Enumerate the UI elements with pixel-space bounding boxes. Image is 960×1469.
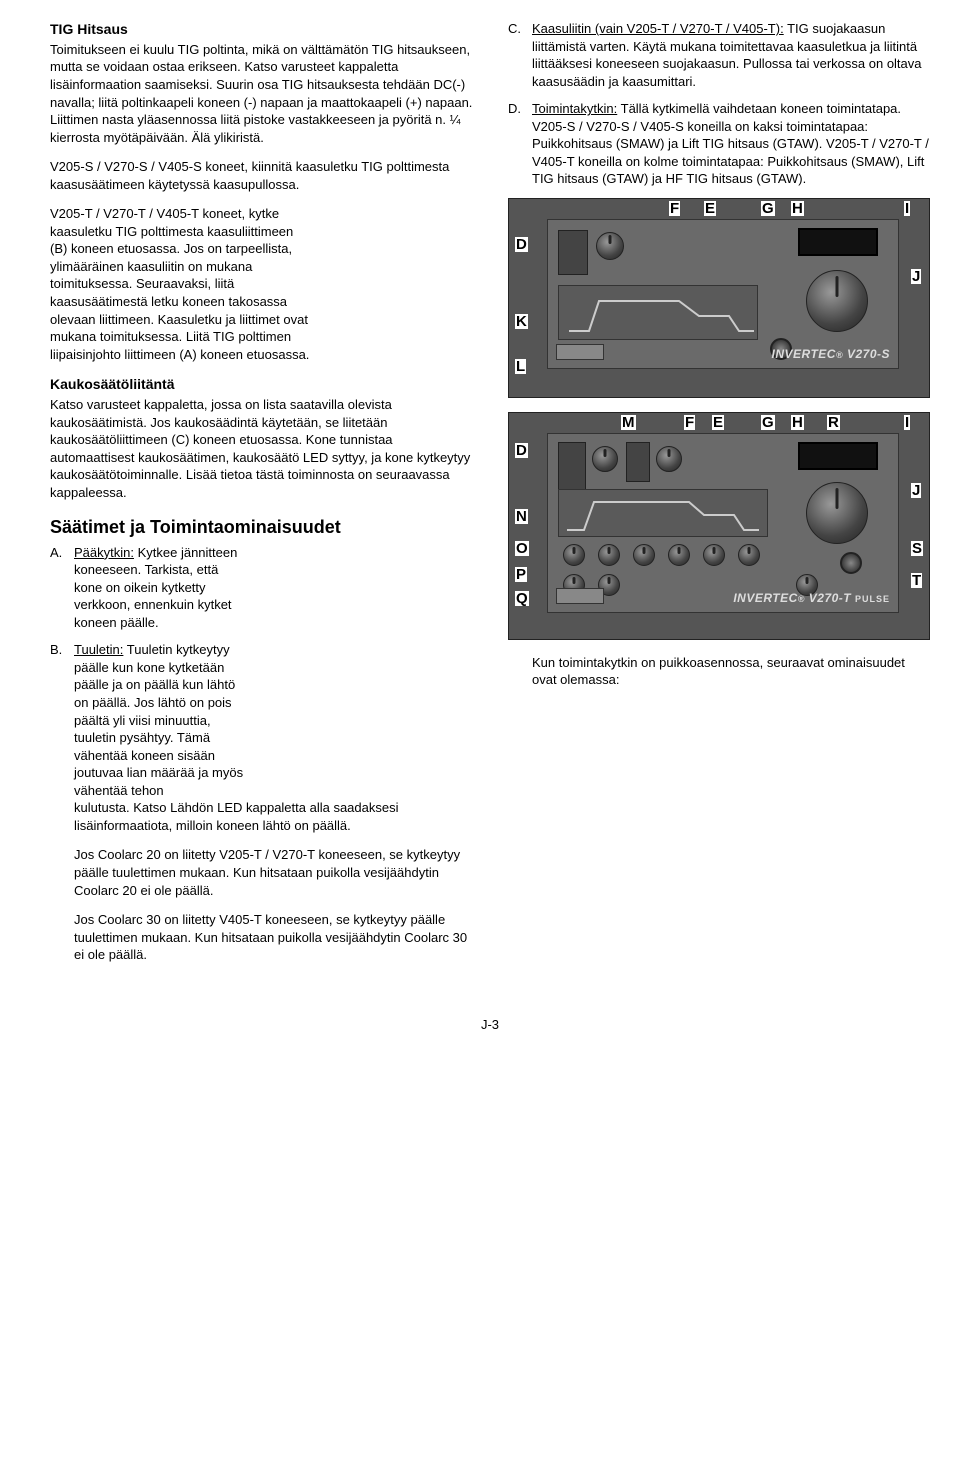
item-title: Toimintakytkin: <box>532 101 617 116</box>
small-knob <box>633 544 655 566</box>
small-knob <box>563 544 585 566</box>
paragraph: V205-S / V270-S / V405-S koneet, kiinnit… <box>50 158 480 193</box>
paragraph: Kun toimintakytkin on puikkoasennossa, s… <box>532 654 930 689</box>
heading-remote: Kaukosäätöliitäntä <box>50 375 480 394</box>
panel-letter: T <box>911 573 922 588</box>
mode-knob <box>592 446 618 472</box>
list-item: A. Pääkytkin: Kytkee jännitteen koneesee… <box>50 544 480 632</box>
panel-letter: S <box>911 541 923 556</box>
item-title: Pääkytkin: <box>74 545 134 560</box>
panel-letter: F <box>684 415 695 430</box>
paragraph: Toimitukseen ei kuulu TIG poltinta, mikä… <box>50 41 480 146</box>
lincoln-logo <box>556 344 604 360</box>
panel-letter: D <box>515 237 528 252</box>
panel-letter: J <box>911 269 921 284</box>
mode-knob <box>596 232 624 260</box>
panel-letter: N <box>515 509 528 524</box>
item-title: Tuuletin: <box>74 642 123 657</box>
panel-letter: K <box>515 314 528 329</box>
item-text-part2: kulutusta. Katso Lähdön LED kappaletta a… <box>74 800 399 833</box>
graph-svg <box>559 286 759 341</box>
output-connector <box>840 552 862 574</box>
panel-letter: E <box>704 201 716 216</box>
digital-display <box>798 228 878 256</box>
list-body: Pääkytkin: Kytkee jännitteen koneeseen. … <box>74 544 244 632</box>
paragraph: Jos Coolarc 30 on liitetty V405-T konees… <box>74 911 480 964</box>
list-marker: D. <box>508 100 532 188</box>
right-column: C. Kaasuliitin (vain V205-T / V270-T / V… <box>508 20 930 986</box>
trigger-icons <box>626 442 650 482</box>
panel-letter: R <box>827 415 840 430</box>
small-knob <box>668 544 690 566</box>
paragraph: Jos Coolarc 20 on liitetty V205-T / V270… <box>74 846 480 899</box>
graph-svg <box>559 490 769 538</box>
pulse-label: PULSE <box>855 594 890 604</box>
panel-letter: G <box>761 415 775 430</box>
small-knob <box>598 544 620 566</box>
heading-tig: TIG Hitsaus <box>50 20 480 39</box>
panel-letter: H <box>791 415 804 430</box>
list-body: Kaasuliitin (vain V205-T / V270-T / V405… <box>532 20 930 90</box>
brand-text: INVERTEC® V270-S <box>772 346 890 362</box>
digital-display <box>798 442 878 470</box>
panel-v270s: F E G H I D K L J <box>508 198 930 398</box>
panel-letter: I <box>904 415 910 430</box>
item-text-part1: Tuuletin kytkeytyy päälle kun kone kytke… <box>74 642 243 797</box>
list-marker: A. <box>50 544 74 632</box>
page-footer: J-3 <box>50 1016 930 1034</box>
panel-letter: J <box>911 483 921 498</box>
small-knob <box>703 544 725 566</box>
heading-controls: Säätimet ja Toimintaominaisuudet <box>50 515 480 539</box>
list-marker: B. <box>50 641 74 975</box>
model-name: V270-T <box>809 591 851 605</box>
weld-graph <box>558 285 758 340</box>
main-knob <box>806 482 868 544</box>
panel-v270t: M F E G H R I D N O P Q J S T <box>508 412 930 640</box>
mode-icons <box>558 230 588 275</box>
list-item: B. Tuuletin: Tuuletin kytkeytyy päälle k… <box>50 641 480 975</box>
panel-letter: L <box>515 359 526 374</box>
model-name: V270-S <box>847 347 890 361</box>
panel-letter: F <box>669 201 680 216</box>
panel-inner: INVERTEC® V270-S <box>547 219 899 369</box>
panel-letter: G <box>761 201 775 216</box>
panel-letter: P <box>515 567 527 582</box>
main-knob <box>806 270 868 332</box>
list-body: Tuuletin: Tuuletin kytkeytyy päälle kun … <box>74 641 480 975</box>
small-knob <box>738 544 760 566</box>
list-item: D. Toimintakytkin: Tällä kytkimellä vaih… <box>508 100 930 188</box>
panel-letter: H <box>791 201 804 216</box>
lincoln-logo <box>556 588 604 604</box>
panel-letter: M <box>621 415 636 430</box>
panel-letter: D <box>515 443 528 458</box>
paragraph: V205-T / V270-T / V405-T koneet, kytke k… <box>50 205 310 363</box>
left-column: TIG Hitsaus Toimitukseen ei kuulu TIG po… <box>50 20 480 986</box>
item-title: Kaasuliitin (vain V205-T / V270-T / V405… <box>532 21 784 36</box>
panel-letter: O <box>515 541 529 556</box>
panel-letter: E <box>712 415 724 430</box>
trigger-knob <box>656 446 682 472</box>
paragraph: Katso varusteet kappaletta, jossa on lis… <box>50 396 480 501</box>
brand-name: INVERTEC <box>772 347 836 361</box>
panel-letter: I <box>904 201 910 216</box>
list-marker: C. <box>508 20 532 90</box>
list-item: C. Kaasuliitin (vain V205-T / V270-T / V… <box>508 20 930 90</box>
list-body: Toimintakytkin: Tällä kytkimellä vaihdet… <box>532 100 930 188</box>
brand-text: INVERTEC® V270-T PULSE <box>733 590 890 606</box>
brand-name: INVERTEC <box>733 591 797 605</box>
weld-graph <box>558 489 768 537</box>
mode-icons <box>558 442 586 492</box>
panel-inner: INVERTEC® V270-T PULSE <box>547 433 899 613</box>
panel-letter: Q <box>515 591 529 606</box>
